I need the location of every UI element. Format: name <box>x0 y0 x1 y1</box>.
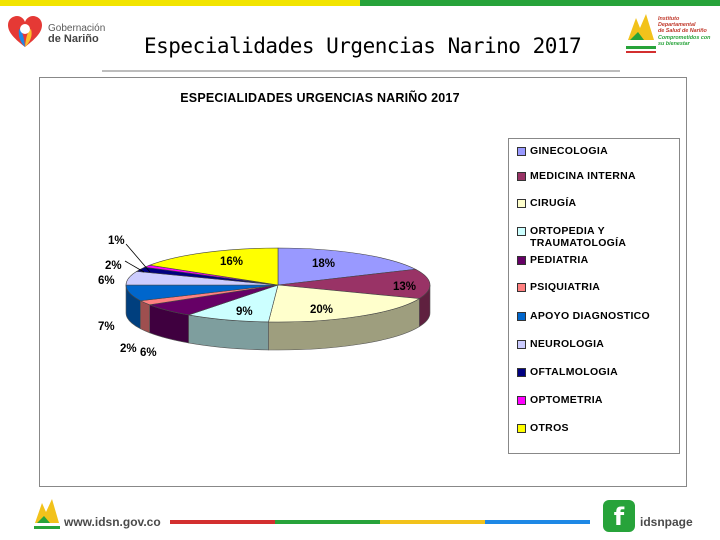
legend-label: PSIQUIATRIA <box>530 281 601 293</box>
data-label-neurologia: 6% <box>98 275 115 287</box>
legend-item-medicina-interna: MEDICINA INTERNA <box>517 170 680 182</box>
facebook-icon[interactable]: f <box>603 500 635 532</box>
pie-side-psiquiatria <box>140 300 150 334</box>
org-name: Gobernación de Nariño <box>48 23 105 45</box>
legend-label: OTROS <box>530 422 569 434</box>
footer-idsn-icon <box>34 499 60 529</box>
legend-item-apoyo-diagnostico: APOYO DIAGNOSTICO <box>517 310 680 322</box>
legend-swatch <box>517 368 526 377</box>
facebook-page-handle[interactable]: idsnpage <box>640 515 693 529</box>
footer-bar-red <box>170 520 275 524</box>
pie-slice-medicina-interna <box>277 268 431 299</box>
legend-label: PEDIATRIA <box>530 254 589 266</box>
legend-swatch <box>517 227 526 236</box>
leader-line <box>124 260 145 273</box>
legend-swatch <box>517 199 526 208</box>
legend-item-oftalmologia: OFTALMOLOGIA <box>517 366 680 378</box>
legend-item-ortopedia-y-traumatolog-a: ORTOPEDIA Y TRAUMATOLOGÍA <box>517 225 680 249</box>
data-label-oftalmologia: 2% <box>105 260 122 272</box>
idsn-logo-slogan: Comprometidos con su bienestar <box>658 34 711 47</box>
legend-item-neurologia: NEUROLOGIA <box>517 338 680 350</box>
legend-item-pediatria: PEDIATRIA <box>517 254 680 266</box>
idsn-logo-line1: Instituto <box>658 16 680 22</box>
data-label-optometria: 1% <box>108 235 125 247</box>
gobernacion-logo: Gobernación de Nariño <box>6 14 116 54</box>
data-label-psiquiatria: 2% <box>120 343 137 355</box>
legend-swatch <box>517 256 526 265</box>
data-label-medicina-interna: 13% <box>393 281 417 293</box>
top-bar-green <box>360 0 720 6</box>
idsn-logo-line3: de Salud de Nariño <box>658 28 707 35</box>
pie-slice-otros <box>148 247 279 286</box>
top-color-bar <box>0 0 720 6</box>
title-divider <box>102 70 620 72</box>
org-line2: de Nariño <box>48 33 99 45</box>
legend-label: ORTOPEDIA Y TRAUMATOLOGÍA <box>530 225 627 249</box>
chart-legend: GINECOLOGIA MEDICINA INTERNA CIRUGÍA ORTOPE… <box>508 138 680 454</box>
heart-logo-icon <box>8 16 42 47</box>
idsn-logo: Instituto Departamental de Salud de Nari… <box>624 10 716 58</box>
legend-item-optometria: OPTOMETRIA <box>517 394 680 406</box>
legend-item-psiquiatria: PSIQUIATRIA <box>517 281 680 293</box>
legend-swatch <box>517 312 526 321</box>
data-label-ginecologia: 18% <box>312 258 336 270</box>
legend-swatch <box>517 396 526 405</box>
footer-website[interactable]: www.idsn.gov.co <box>64 515 161 529</box>
org-line1: Gobernación <box>48 23 106 34</box>
data-label-apoyo-diagnostico: 7% <box>98 321 115 333</box>
data-label-otros: 16% <box>220 256 244 268</box>
idsn-emblem-icon <box>626 14 656 53</box>
legend-label: CIRUGÍA <box>530 197 577 209</box>
pie-slice-cirug-a <box>268 284 421 323</box>
pie-slice-ortopedia-y-traumatolog-a <box>188 284 279 323</box>
legend-label: NEUROLOGIA <box>530 338 605 350</box>
legend-swatch <box>517 172 526 181</box>
legend-item-ginecologia: GINECOLOGIA <box>517 145 680 157</box>
legend-item-otros: OTROS <box>517 422 680 434</box>
footer-bar-blue <box>485 520 590 524</box>
legend-swatch <box>517 340 526 349</box>
chart-area: ESPECIALIDADES URGENCIAS NARIÑO 2017 18%… <box>39 77 687 487</box>
pie-chart <box>124 243 431 351</box>
legend-item-cirug-a: CIRUGÍA <box>517 197 680 209</box>
legend-swatch <box>517 283 526 292</box>
data-label-cirug-a: 20% <box>310 304 334 316</box>
legend-swatch <box>517 424 526 433</box>
top-bar-yellow <box>0 0 360 6</box>
legend-label: OFTALMOLOGIA <box>530 366 618 378</box>
footer-bar-green <box>275 520 380 524</box>
footer-bar-yellow <box>380 520 485 524</box>
legend-label: MEDICINA INTERNA <box>530 170 636 182</box>
chart-title: ESPECIALIDADES URGENCIAS NARIÑO 2017 <box>180 91 460 105</box>
data-label-pediatria: 6% <box>140 347 157 359</box>
legend-label: OPTOMETRIA <box>530 394 603 406</box>
leader-line <box>125 243 151 273</box>
idsn-logo-text: Instituto Departamental de Salud de Nari… <box>658 16 716 47</box>
idsn-logo-line2: Departamental <box>658 22 696 29</box>
legend-swatch <box>517 147 526 156</box>
legend-label: GINECOLOGIA <box>530 145 608 157</box>
legend-label: APOYO DIAGNOSTICO <box>530 310 651 322</box>
pie-slice-ginecologia <box>277 247 417 286</box>
slide-title: Especialidades Urgencias Narino 2017 <box>144 34 582 58</box>
data-label-ortopedia-y-traumatolog-a: 9% <box>236 306 253 318</box>
